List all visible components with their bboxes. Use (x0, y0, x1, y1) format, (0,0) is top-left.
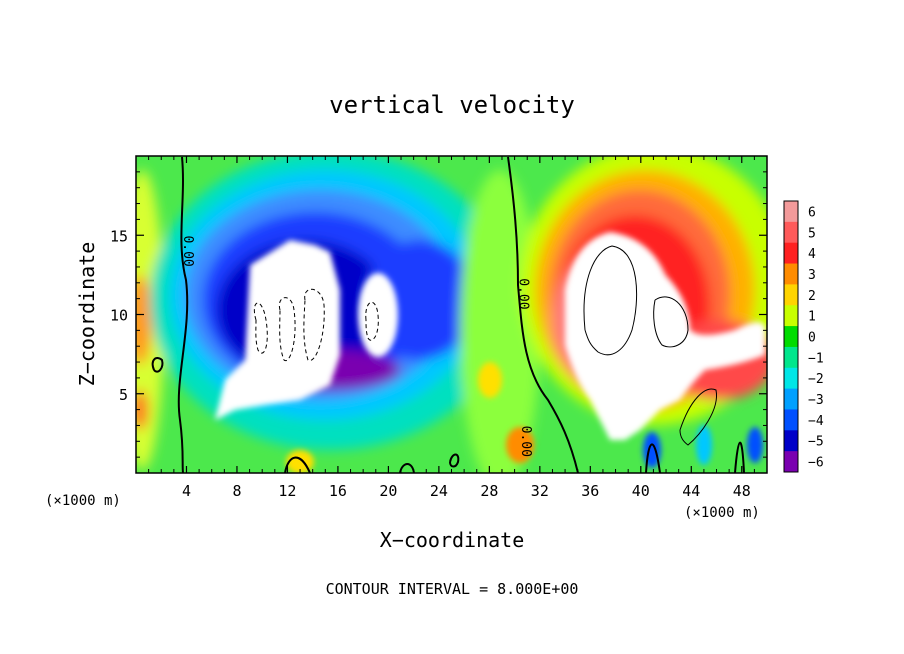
colorbar-label: −5 (808, 435, 824, 450)
colorbar-label: 5 (808, 226, 816, 241)
colorbar-swatch (784, 430, 798, 452)
chart-title: vertical velocity (329, 91, 575, 119)
x-tick-label: 36 (581, 482, 599, 500)
colorbar: 6 5 4 3 2 1 0 −1 −2 −3 −4 −5 −6 (783, 200, 824, 473)
x-tick-label: 48 (733, 482, 751, 500)
colorbar-label: −6 (808, 456, 824, 471)
colorbar-label: 3 (808, 268, 816, 283)
y-axis-label: Z−coordinate (75, 242, 99, 387)
colorbar-swatch (784, 409, 798, 431)
colorbar-swatch (784, 367, 798, 390)
x-tick-label: 32 (531, 482, 549, 500)
y-tick-label: 10 (110, 307, 128, 325)
heatmap-field (136, 156, 767, 473)
colorbar-swatch (784, 263, 798, 285)
x-tick-label: 8 (232, 482, 241, 500)
colorbar-swatch (784, 201, 798, 223)
contour-label: 0.00 (180, 235, 195, 266)
colorbar-frame (783, 200, 799, 473)
x-tick-label: 4 (182, 482, 191, 500)
colorbar-label: 1 (808, 310, 816, 325)
colorbar-label: 4 (808, 247, 816, 262)
colorbar-label: 2 (808, 289, 816, 304)
colorbar-swatch (784, 451, 798, 473)
colorbar-label: 0 (808, 331, 816, 346)
colorbar-swatch (784, 242, 798, 265)
x-tick-label: 44 (682, 482, 700, 500)
colorbar-swatch (784, 326, 798, 348)
y-axis: 5 10 15 (110, 171, 767, 458)
x-tick-label: 40 (632, 482, 650, 500)
x-unit-left: (×1000 m) (45, 493, 121, 509)
colorbar-swatch (784, 346, 798, 369)
x-unit-right: (×1000 m) (684, 505, 760, 521)
x-tick-label: 24 (430, 482, 448, 500)
x-axis-label: X−coordinate (380, 528, 525, 552)
x-axis: 4 8 12 16 20 24 28 32 36 40 44 48 (148, 156, 755, 500)
colorbar-label: −1 (808, 351, 824, 366)
y-tick-label: 5 (119, 386, 128, 404)
colorbar-label: −2 (808, 372, 824, 387)
colorbar-label: −4 (808, 414, 824, 429)
x-tick-label: 20 (379, 482, 397, 500)
colorbar-label: −3 (808, 393, 824, 408)
x-tick-label: 12 (278, 482, 296, 500)
x-tick-label: 16 (329, 482, 347, 500)
colorbar-swatch (784, 388, 798, 410)
y-tick-label: 15 (110, 227, 128, 245)
contour-label: 0.00 (516, 278, 531, 309)
contour-label: 0.00 (518, 426, 533, 457)
colorbar-swatch (784, 221, 798, 244)
colorbar-label: 6 (808, 205, 816, 220)
contour-interval-note: CONTOUR INTERVAL = 8.000E+00 (326, 580, 579, 598)
colorbar-swatch (784, 305, 798, 327)
colorbar-swatch (784, 284, 798, 306)
x-tick-label: 28 (480, 482, 498, 500)
contour-labels: 0.00 0.00 0.00 (180, 235, 533, 457)
